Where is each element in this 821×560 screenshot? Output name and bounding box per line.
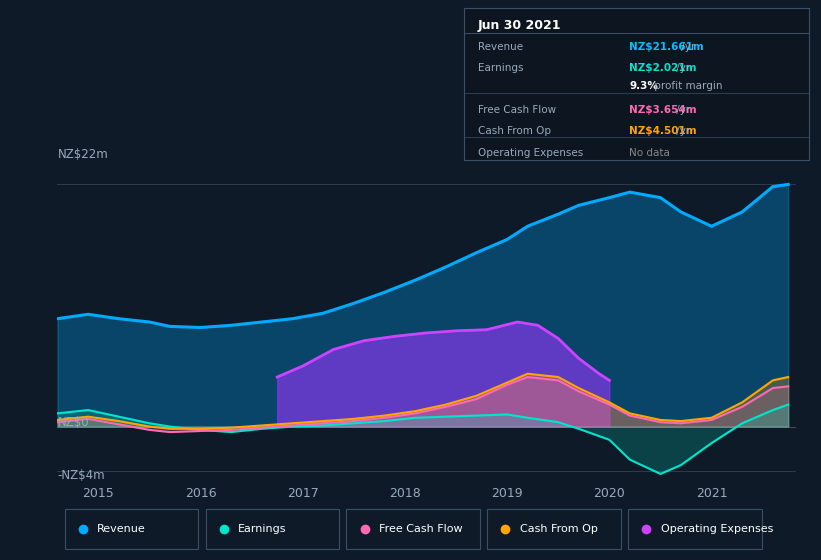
Text: Jun 30 2021: Jun 30 2021 xyxy=(478,19,562,32)
Text: Cash From Op: Cash From Op xyxy=(520,524,598,534)
Text: /yr: /yr xyxy=(673,127,690,136)
Text: profit margin: profit margin xyxy=(651,81,722,91)
Text: Cash From Op: Cash From Op xyxy=(478,127,551,136)
Text: /yr: /yr xyxy=(673,105,690,115)
Text: /yr: /yr xyxy=(673,63,690,73)
Text: Revenue: Revenue xyxy=(97,524,146,534)
Text: NZ$2.021m: NZ$2.021m xyxy=(630,63,697,73)
Text: NZ$21.661m: NZ$21.661m xyxy=(630,41,704,52)
Text: NZ$22m: NZ$22m xyxy=(57,148,108,161)
Text: Operating Expenses: Operating Expenses xyxy=(478,147,583,157)
Text: NZ$3.654m: NZ$3.654m xyxy=(630,105,697,115)
Text: No data: No data xyxy=(630,147,670,157)
Text: -NZ$4m: -NZ$4m xyxy=(57,469,105,482)
Text: /yr: /yr xyxy=(677,41,695,52)
Text: 9.3%: 9.3% xyxy=(630,81,658,91)
Text: NZ$4.501m: NZ$4.501m xyxy=(630,127,697,136)
Text: Free Cash Flow: Free Cash Flow xyxy=(478,105,556,115)
Text: Operating Expenses: Operating Expenses xyxy=(661,524,773,534)
Text: Revenue: Revenue xyxy=(478,41,523,52)
Text: Free Cash Flow: Free Cash Flow xyxy=(379,524,462,534)
Text: NZ$0: NZ$0 xyxy=(57,417,89,430)
Text: Earnings: Earnings xyxy=(478,63,523,73)
Text: Earnings: Earnings xyxy=(238,524,287,534)
